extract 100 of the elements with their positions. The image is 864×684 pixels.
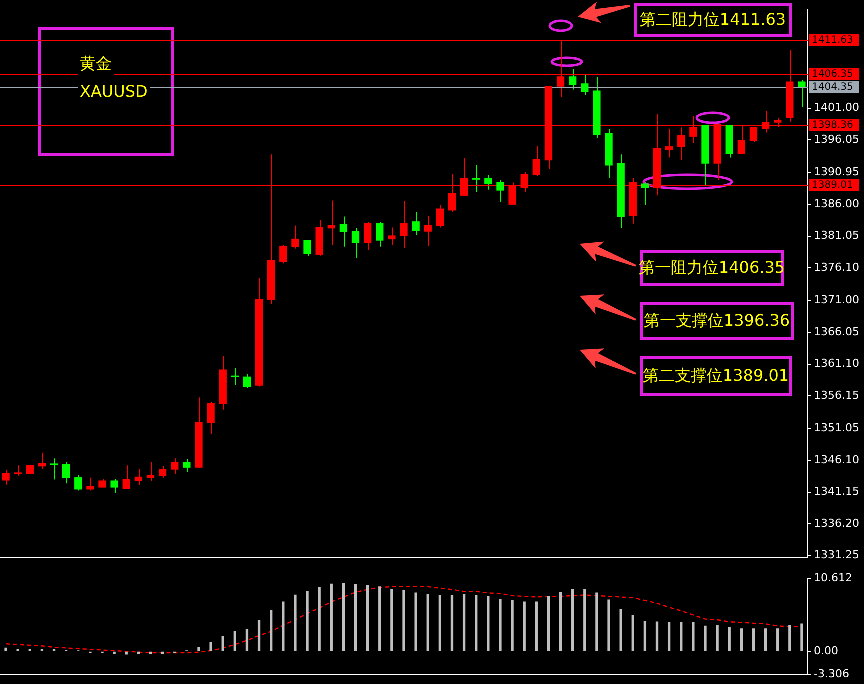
annotation: 第二支撑位1389.01 [640,356,792,396]
bar [462,594,466,652]
candlestick [134,469,143,486]
candlestick [641,182,650,206]
y-tick-label: 1371.00 [814,294,860,307]
candlestick [280,244,288,264]
candlestick [364,222,372,251]
bar [246,629,249,652]
bar [318,587,321,652]
bar [511,600,514,652]
candlestick [2,470,10,486]
candlestick [14,465,22,476]
bar [740,628,743,652]
candlestick [484,174,492,190]
bar [342,583,346,652]
bar [354,584,358,652]
candlestick [207,402,215,435]
bar [584,589,586,652]
ref-line-label: 1389.01 [812,180,854,192]
y-tick-label: 1341.15 [814,485,860,498]
y-tick-label: 1386.00 [814,197,860,210]
y-tick-label: 0.00 [814,644,838,658]
candlestick [412,212,420,236]
bar [632,616,634,652]
bar [475,596,478,652]
candlestick [532,146,540,177]
y-tick-label: 1401.00 [814,101,860,114]
bar [668,622,671,652]
candlestick [38,452,46,470]
bar [692,622,695,652]
bar [620,609,622,652]
bar [282,602,285,652]
bar [752,628,756,652]
candlestick [388,227,396,246]
bar [523,602,526,652]
candlestick [183,458,191,473]
candlestick [581,74,589,96]
bar [596,592,598,652]
ref-line-label: 1411.63 [812,35,854,46]
bar [450,596,454,652]
bar [270,610,273,652]
bar [366,585,370,652]
candlestick [122,465,130,490]
candlestick [436,204,444,228]
candlestick [158,466,167,478]
bar [704,626,707,652]
bar [535,602,538,652]
y-tick-label: 1366.05 [814,325,860,338]
ref-line-label: 1404.35 [812,82,854,94]
bar [294,594,297,652]
annotation: 黄金 [78,54,114,75]
candlestick [86,477,94,492]
bar [680,622,683,652]
y-tick-label: 1390.95 [814,166,860,179]
bar [800,624,804,652]
bar [378,586,382,652]
bar [330,584,333,652]
bar [234,631,236,652]
candlestick [328,200,336,246]
bar [559,592,562,652]
y-tick-label: 1331.25 [814,548,860,562]
bar [113,652,116,654]
candlestick [352,228,360,259]
y-tick-label: 1376.10 [814,260,860,274]
y-tick-label: 1351.05 [814,422,860,435]
y-tick-label: 1336.20 [814,516,860,530]
bar [499,599,502,652]
bar [788,625,792,652]
bar [608,600,610,652]
candlestick [146,462,155,482]
bar [414,592,418,652]
candlestick [62,462,70,484]
ref-line-label: 1406.35 [812,69,854,80]
bar [656,622,659,652]
ref-line-label: 1398.36 [812,120,854,132]
candlestick [798,80,806,108]
bar [716,625,719,652]
y-tick-label: 10.612 [814,571,852,584]
bar [728,627,731,652]
bar [547,596,550,652]
candlestick [376,222,384,248]
candlestick [292,225,300,250]
candlestick [400,200,408,249]
bar [306,591,309,652]
candlestick [171,458,179,475]
bar [258,620,261,652]
y-tick-label: 1346.10 [814,453,860,466]
annotation: 第二阻力位1411.63 [634,3,792,37]
bar [764,628,768,652]
y-tick-label: 1361.10 [814,357,860,370]
candlestick [665,128,674,158]
annotation: XAUUSD [78,82,150,101]
bar [644,621,647,652]
candlestick [569,68,577,90]
bar [402,590,406,652]
bar [4,648,8,652]
bar [572,589,574,652]
bar [438,596,442,652]
y-tick-label: 1396.05 [814,132,860,146]
bar [198,647,200,652]
